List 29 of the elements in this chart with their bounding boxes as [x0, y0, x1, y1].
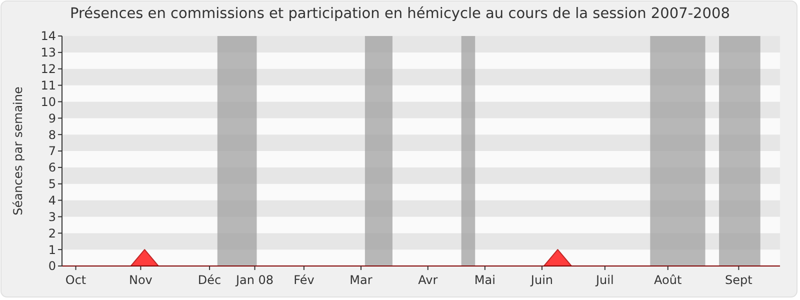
x-tick-label: Avr: [418, 273, 438, 287]
y-tick-label: 9: [48, 111, 56, 126]
y-tick-label: 14: [40, 29, 56, 44]
y-tick-label: 5: [48, 177, 56, 192]
y-axis-title: Séances par semaine: [11, 86, 25, 216]
y-tick-label: 7: [48, 144, 56, 158]
y-tick-label: 8: [48, 128, 56, 142]
y-tick-label: 3: [48, 210, 56, 224]
chart-title: Présences en commissions et participation en hémicycle au cours de la session 2007-2008: [70, 6, 730, 22]
x-tick-label: Nov: [128, 273, 152, 287]
y-tick-label: 11: [40, 78, 56, 92]
y-tick-label: 13: [40, 46, 56, 60]
x-tick-label: Fév: [294, 273, 314, 287]
y-tick-label: 10: [40, 94, 56, 109]
x-tick-label: Sept: [725, 273, 753, 287]
y-tick-label: 0: [48, 259, 56, 274]
x-tick-label: Déc: [198, 273, 222, 287]
y-tick-label: 6: [48, 160, 56, 175]
y-tick-label: 2: [48, 226, 56, 240]
y-tick-label: 12: [40, 62, 56, 76]
x-tick-label: Mar: [350, 273, 372, 287]
y-tick-label: 1: [48, 242, 56, 257]
x-tick-label: Mai: [474, 273, 496, 287]
y-tick-label: 4: [48, 193, 56, 208]
x-tick-label: Juil: [595, 273, 614, 287]
x-tick-label: Oct: [65, 273, 86, 287]
x-tick-label: Juin: [530, 273, 554, 287]
x-tick-label: Août: [654, 273, 682, 287]
x-tick-label: Jan 08: [234, 273, 274, 287]
